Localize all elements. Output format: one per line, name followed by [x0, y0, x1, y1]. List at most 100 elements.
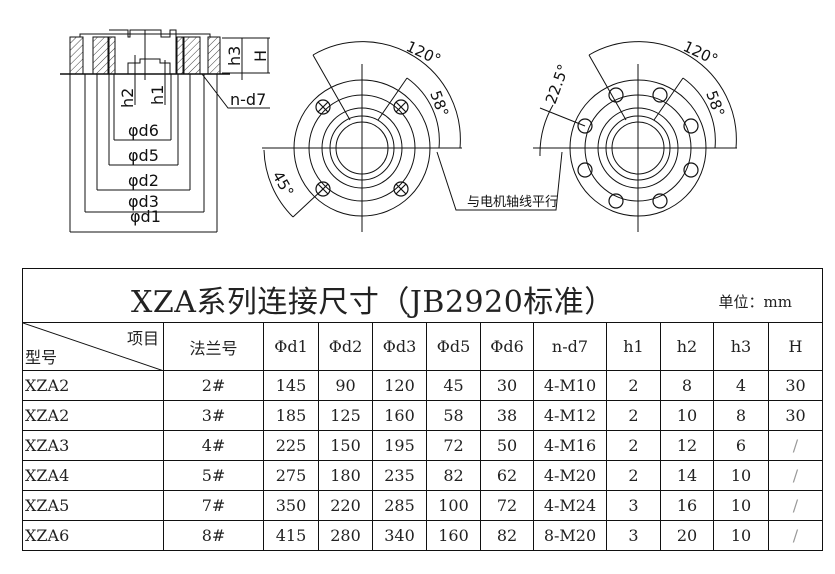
- table-title-cell: XZA系列连接尺寸（JB2920标准） 单位：mm: [22, 268, 823, 323]
- value-cell: 2: [606, 400, 661, 431]
- value-cell: 82: [426, 460, 481, 491]
- value-cell: 2: [606, 430, 661, 461]
- value-cell: 350: [263, 490, 319, 521]
- value-cell: 8-M20: [533, 520, 607, 551]
- label-H: H: [251, 50, 270, 62]
- table-row: XZA3 4# 225 150 195 72 50 4-M16 2 12 6/: [22, 430, 823, 461]
- value-cell: /: [768, 490, 823, 521]
- table-row: XZA6 8# 415 280 340 160 82 8-M20 3 20 10/: [22, 520, 823, 551]
- value-cell: 16: [660, 490, 714, 521]
- value-cell: 12: [660, 430, 714, 461]
- value-cell: 14: [660, 460, 714, 491]
- value-cell: 3: [606, 520, 661, 551]
- value-cell: 7#: [163, 490, 264, 521]
- bolt-holes: [577, 87, 699, 209]
- value-cell: 8: [660, 370, 714, 401]
- table-row: XZA5 7# 350 220 285 100 72 4-M24 3 16 10/: [22, 490, 823, 521]
- flange-8-hole-view: [533, 41, 737, 232]
- header-cell: h1: [606, 322, 661, 371]
- value-cell: 2: [606, 460, 661, 491]
- value-cell: 160: [426, 520, 481, 551]
- header-cell: Φd3: [372, 322, 427, 371]
- label-d6: φd6: [128, 121, 159, 140]
- value-cell: 90: [318, 370, 373, 401]
- model-cell: XZA2: [22, 370, 164, 401]
- value-cell: 5#: [163, 460, 264, 491]
- value-cell: 10: [660, 400, 714, 431]
- header-cell: Φd5: [426, 322, 481, 371]
- value-cell: 50: [480, 430, 534, 461]
- value-cell: 150: [318, 430, 373, 461]
- value-cell: 4-M20: [533, 460, 607, 491]
- value-cell: 160: [372, 400, 427, 431]
- model-cell: XZA4: [22, 460, 164, 491]
- corner-item-label: 项目: [126, 329, 159, 348]
- unit-label: 单位：mm: [718, 293, 792, 311]
- value-cell: 125: [318, 400, 373, 431]
- value-cell: 4-M24: [533, 490, 607, 521]
- label-d2: φd2: [128, 171, 159, 190]
- label-h2: h2: [118, 88, 137, 108]
- angle-120-left: 120°: [403, 37, 443, 69]
- value-cell: 180: [318, 460, 373, 491]
- value-cell: 415: [263, 520, 319, 551]
- section-view: [60, 29, 270, 233]
- value-cell: 3: [606, 490, 661, 521]
- header-cell: h2: [660, 322, 714, 371]
- value-cell: 6: [713, 430, 769, 461]
- value-cell: 120: [372, 370, 427, 401]
- header-cell: H: [768, 322, 823, 371]
- value-cell: /: [768, 430, 823, 461]
- value-cell: 340: [372, 520, 427, 551]
- label-n-d7: n-d7: [230, 90, 266, 109]
- value-cell: 62: [480, 460, 534, 491]
- value-cell: 280: [318, 520, 373, 551]
- value-cell: 145: [263, 370, 319, 401]
- label-d5: φd5: [128, 146, 159, 165]
- value-cell: 3#: [163, 400, 264, 431]
- value-cell: 72: [426, 430, 481, 461]
- value-cell: 195: [372, 430, 427, 461]
- header-cell: Φd6: [480, 322, 534, 371]
- value-cell: 20: [660, 520, 714, 551]
- value-cell: 4-M10: [533, 370, 607, 401]
- value-cell: 30: [768, 370, 823, 401]
- value-cell: 10: [713, 520, 769, 551]
- value-cell: 185: [263, 400, 319, 431]
- model-cell: XZA2: [22, 400, 164, 431]
- table-row: XZA2 3# 185 125 160 58 38 4-M12 2 10 8 30: [22, 400, 823, 431]
- flange-drawing: φd1 φd3 φd2 φd5 φd6 n-d7 h2 h1 h3 H: [60, 29, 737, 233]
- value-cell: 10: [713, 490, 769, 521]
- table-row: XZA2 2# 145 90 120 45 30 4-M10 2 8 4 30: [22, 370, 823, 401]
- value-cell: 275: [263, 460, 319, 491]
- table-row: XZA4 5# 275 180 235 82 62 4-M20 2 14 10/: [22, 460, 823, 491]
- value-cell: 2#: [163, 370, 264, 401]
- header-cell: n-d7: [533, 322, 607, 371]
- value-cell: 2: [606, 370, 661, 401]
- value-cell: 225: [263, 430, 319, 461]
- dimension-table: XZA系列连接尺寸（JB2920标准） 单位：mm 项目 型号 法兰号 Φd1 …: [22, 268, 823, 551]
- label-h1: h1: [148, 85, 167, 105]
- value-cell: 235: [372, 460, 427, 491]
- value-cell: 4#: [163, 430, 264, 461]
- value-cell: 4-M16: [533, 430, 607, 461]
- model-cell: XZA3: [22, 430, 164, 461]
- parallel-note: 与电机轴线平行: [467, 195, 558, 210]
- label-d1: φd1: [130, 207, 161, 226]
- value-cell: 45: [426, 370, 481, 401]
- value-cell: 58: [426, 400, 481, 431]
- angle-22-5: 22.5°: [542, 62, 573, 107]
- header-cell: 法兰号: [163, 322, 264, 371]
- value-cell: 30: [480, 370, 534, 401]
- label-h3: h3: [225, 46, 244, 66]
- value-cell: 10: [713, 460, 769, 491]
- header-row: 项目 型号 法兰号 Φd1 Φd2 Φd3 Φd5 Φd6 n-d7 h1 h2…: [22, 322, 823, 371]
- value-cell: 82: [480, 520, 534, 551]
- value-cell: 220: [318, 490, 373, 521]
- value-cell: 8#: [163, 520, 264, 551]
- value-cell: 100: [426, 490, 481, 521]
- value-cell: 8: [713, 400, 769, 431]
- flange-4-hole-view: [262, 41, 563, 232]
- header-cell: h3: [713, 322, 769, 371]
